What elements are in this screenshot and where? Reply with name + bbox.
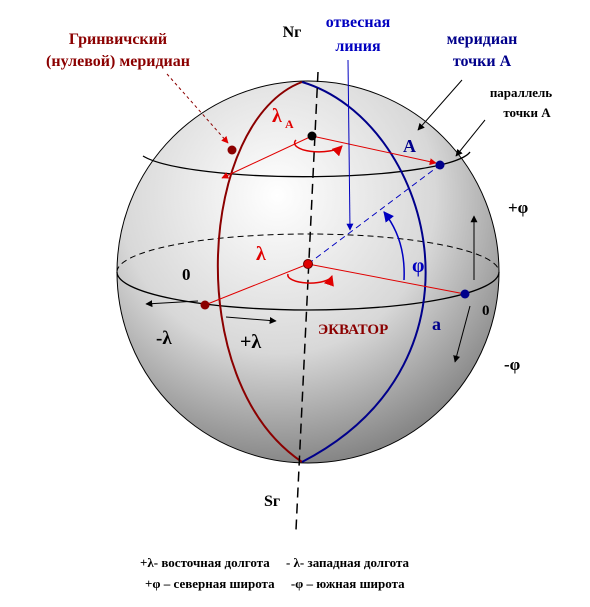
- label: (нулевой) меридиан: [46, 53, 190, 70]
- label: a: [432, 314, 441, 334]
- axis: [295, 71, 319, 531]
- point: [303, 259, 313, 269]
- label: параллель: [490, 85, 552, 100]
- label: Гринвичский: [69, 31, 167, 48]
- label: -λ: [156, 328, 172, 349]
- line: [311, 135, 437, 166]
- angle-arc: [287, 273, 334, 287]
- legend-line: +φ – северная широта -φ – южная широта: [145, 576, 405, 591]
- label: A: [285, 117, 294, 131]
- legend-line: +λ- восточная долгота - λ- западная долг…: [140, 555, 410, 570]
- greenwich-meridian: [216, 81, 303, 463]
- label: Sг: [264, 493, 280, 510]
- equator-back: [116, 233, 500, 273]
- label: 0: [182, 265, 191, 284]
- label: меридиан: [447, 31, 518, 48]
- line: [307, 263, 466, 295]
- direction-arrow: [145, 300, 199, 308]
- point: [200, 300, 210, 310]
- label: отвесная: [326, 14, 391, 31]
- label: точки А: [453, 53, 512, 70]
- label: +λ: [240, 331, 261, 353]
- label: λ: [272, 105, 282, 127]
- label: 0: [482, 303, 490, 319]
- label: A: [403, 136, 416, 156]
- meridian-a: [301, 81, 427, 463]
- line: [204, 263, 309, 306]
- label: ЭКВАТОР: [318, 322, 388, 338]
- equator-front: [116, 271, 500, 311]
- parallel: [142, 151, 471, 178]
- label: точки А: [503, 105, 551, 120]
- radius: [307, 164, 441, 265]
- label: +φ: [508, 198, 529, 217]
- point: [227, 145, 237, 155]
- label: Nг: [283, 24, 302, 41]
- point: [435, 160, 445, 170]
- leader: [417, 79, 463, 131]
- angle-arc: [383, 211, 405, 281]
- leader: [346, 59, 354, 231]
- label: линия: [335, 38, 381, 55]
- label: -φ: [504, 355, 521, 374]
- point: [307, 131, 317, 141]
- leader: [455, 119, 486, 157]
- label: λ: [256, 243, 266, 265]
- angle-arc: [293, 139, 343, 157]
- direction-arrow: [453, 305, 471, 363]
- line: [221, 135, 313, 179]
- point: [460, 289, 470, 299]
- direction-arrow: [225, 316, 277, 324]
- label: φ: [412, 255, 424, 277]
